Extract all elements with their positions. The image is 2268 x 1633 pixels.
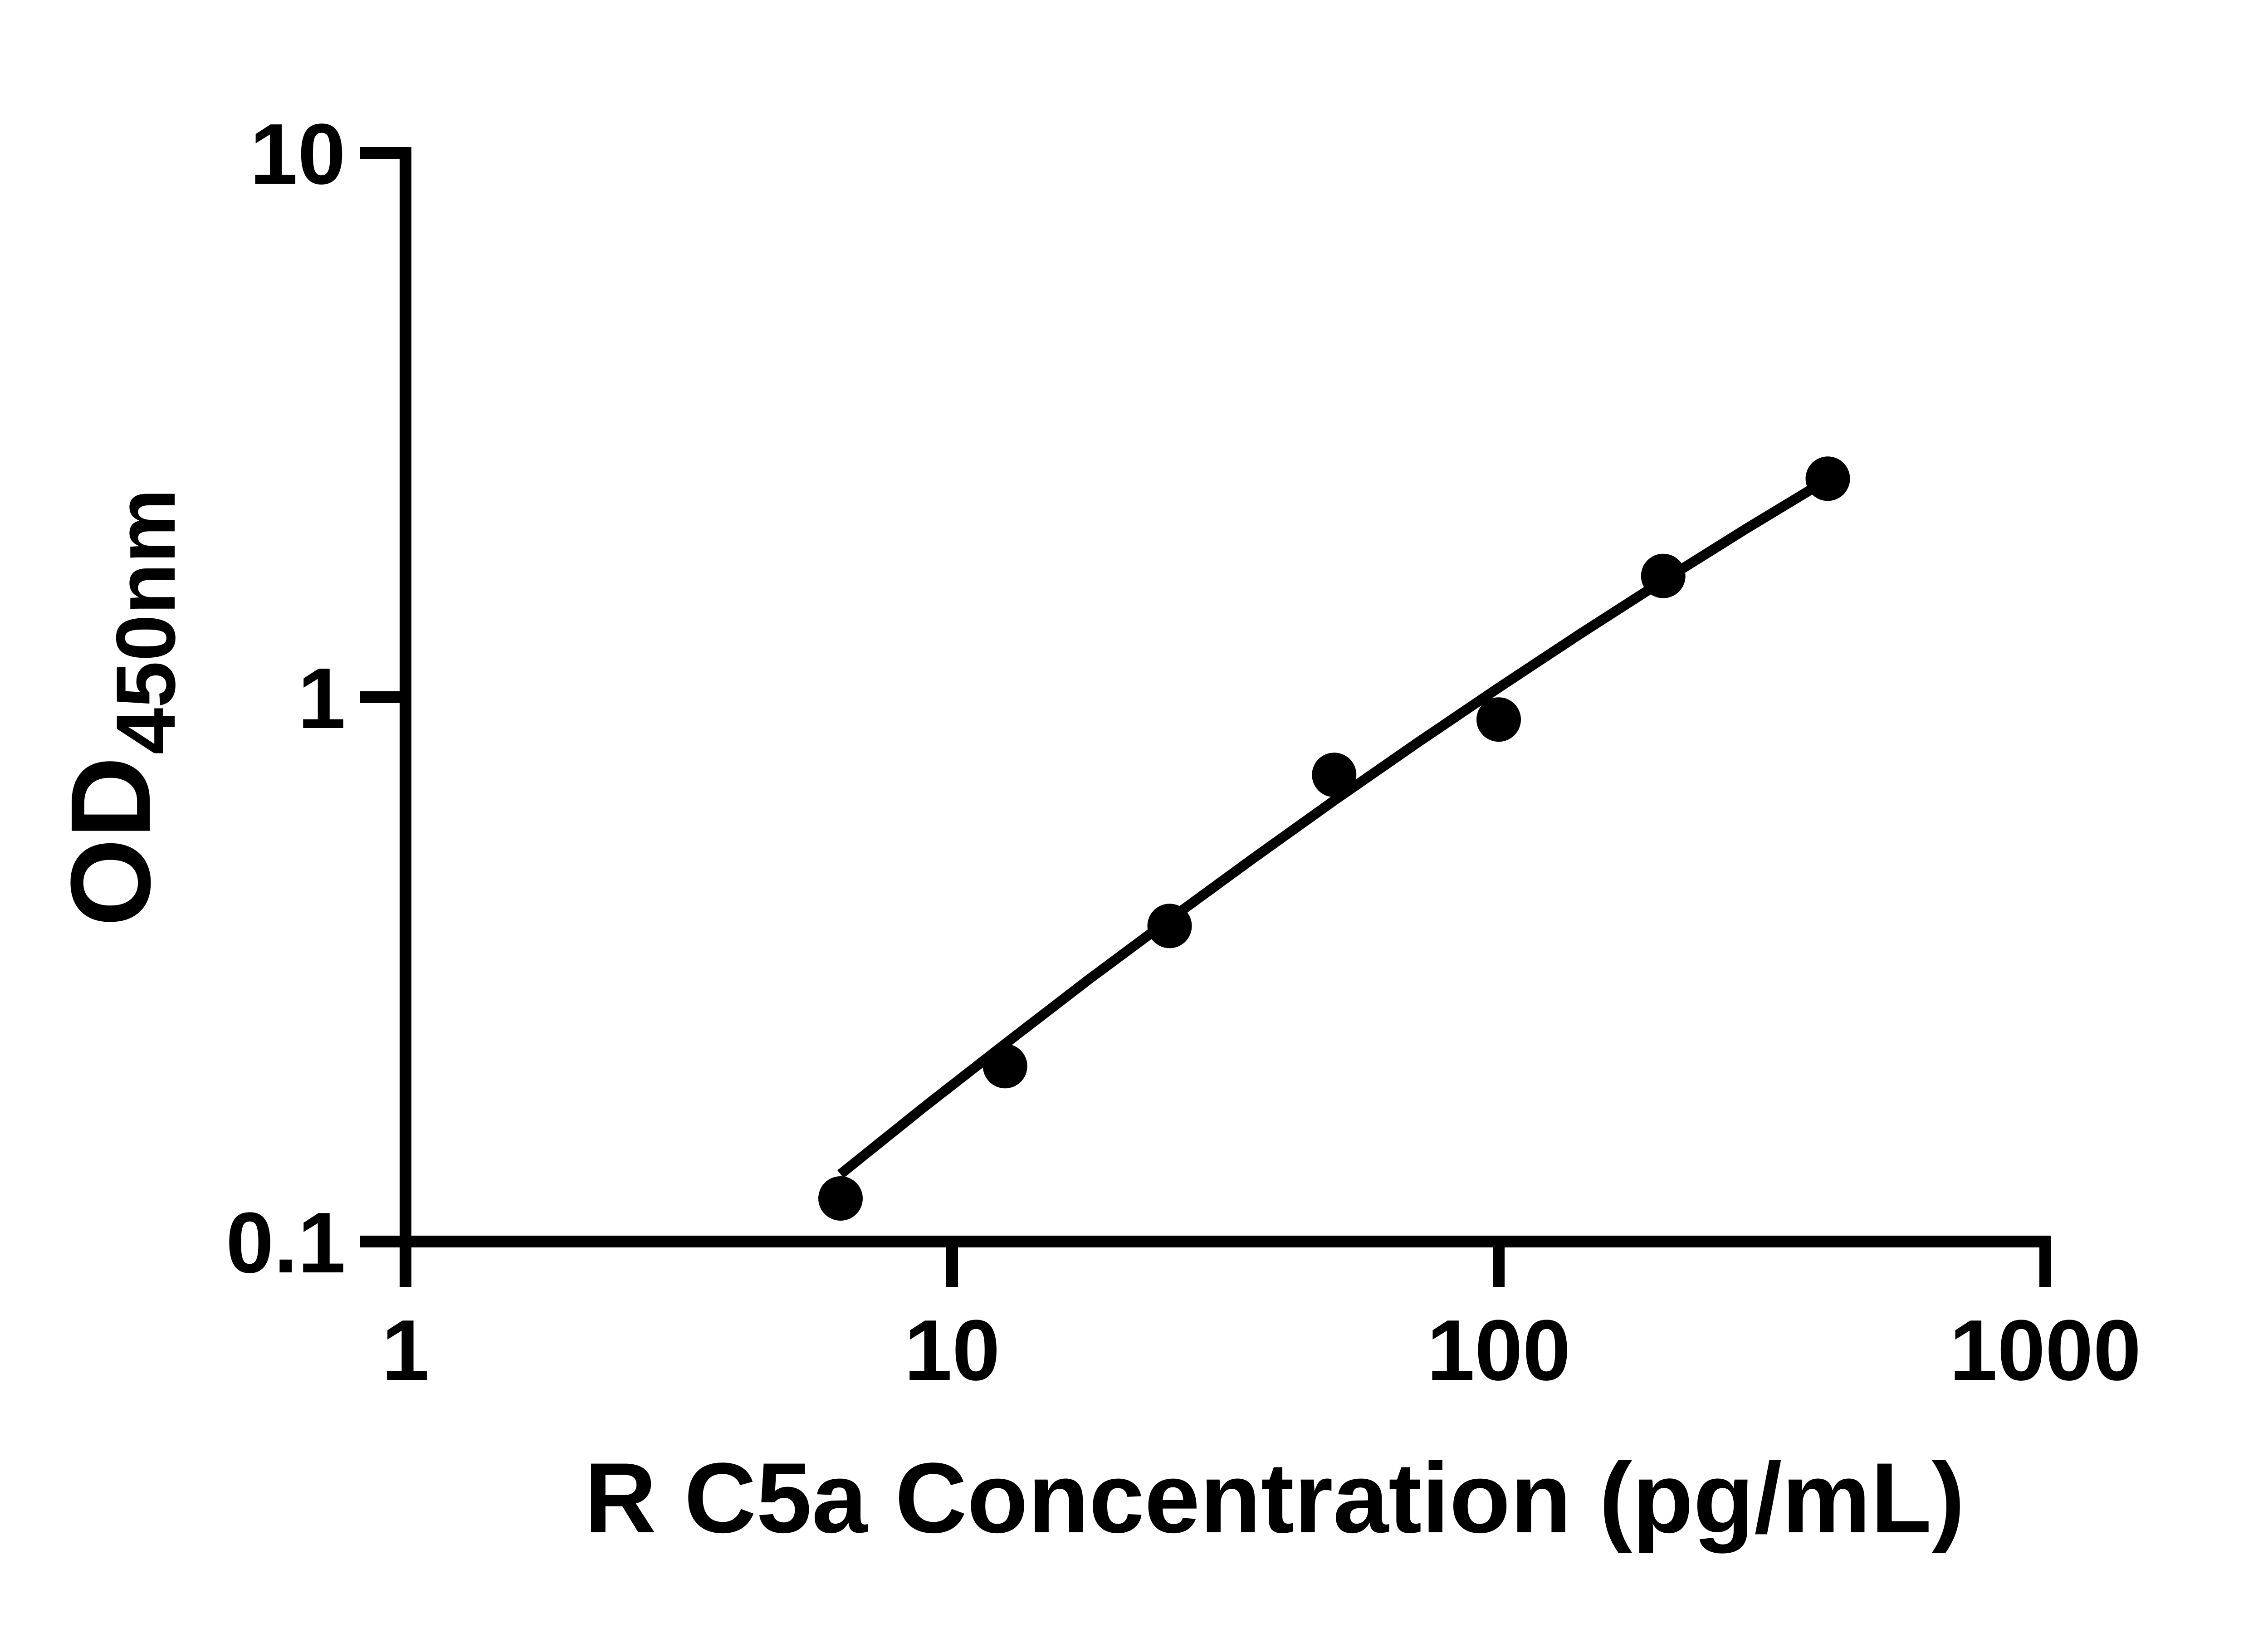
tick-labels: 10 1 0.1 1 10 100 1000 [226,106,2141,1398]
x-tick-label: 1000 [1950,1302,2141,1398]
y-axis-title-main: OD [47,757,174,927]
data-point [1476,697,1521,742]
data-point [1641,553,1686,598]
y-tick-label: 10 [250,106,346,202]
y-axis-title: OD 450nm [47,489,193,927]
axes [360,147,2051,1287]
x-tick-label: 10 [904,1302,1000,1398]
data-point [818,1176,863,1221]
data-points-group [818,456,1850,1221]
data-point [1312,753,1357,797]
x-tick-label: 100 [1427,1302,1570,1398]
y-tick-label: 1 [298,650,346,747]
data-point [982,1044,1027,1089]
x-tick-label: 1 [381,1302,430,1398]
data-point [1147,904,1192,949]
y-axis-title-subscript: 450nm [99,489,193,754]
data-point [1805,456,1850,501]
x-axis-title: R C5a Concentration (pg/mL) [584,1442,1965,1554]
y-tick-label: 0.1 [226,1195,346,1291]
